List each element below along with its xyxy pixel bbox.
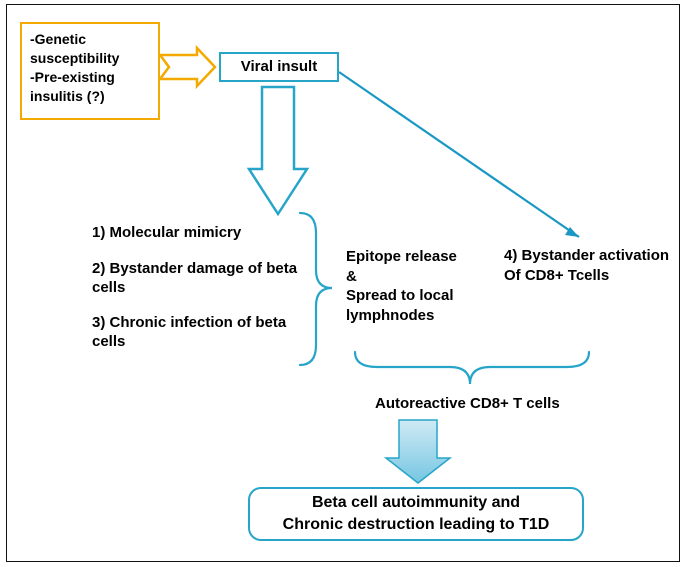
arrow-viral-to-bystander4	[339, 72, 579, 237]
node-viral-insult: Viral insult	[219, 52, 339, 82]
pre-factors-line: -Genetic	[30, 30, 150, 49]
node-final-outcome: Beta cell autoimmunity and Chronic destr…	[248, 487, 584, 541]
epitope-line: Spread to local	[346, 286, 496, 306]
mechanism-item: 3) Chronic infection of beta cells	[92, 314, 312, 352]
epitope-line: &	[346, 267, 496, 287]
bystander4-line: 4) Bystander activation	[504, 246, 674, 266]
node-mechanisms: 1) Molecular mimicry 2) Bystander damage…	[92, 224, 312, 352]
arrow-viral-to-mechanisms	[249, 87, 307, 214]
node-bystander-activation: 4) Bystander activation Of CD8+ Tcells	[504, 246, 674, 285]
pre-factors-line: susceptibility	[30, 49, 150, 68]
epitope-line: lymphnodes	[346, 306, 496, 326]
mechanism-item: 2) Bystander damage of beta cells	[92, 260, 312, 298]
arrow-prefactors-to-viral	[160, 48, 215, 86]
mechanism-item: 1) Molecular mimicry	[92, 224, 312, 243]
diagram-stage: -Genetic susceptibility -Pre-existing in…	[0, 0, 688, 567]
final-line: Beta cell autoimmunity and	[250, 492, 582, 514]
arrow-autoreactive-to-final	[386, 420, 450, 483]
pre-factors-line: insulitis (?)	[30, 87, 150, 106]
epitope-line: Epitope release	[346, 247, 496, 267]
final-line: Chronic destruction leading to T1D	[250, 514, 582, 536]
pre-factors-line: -Pre-existing	[30, 68, 150, 87]
brace-epitope-bystander	[355, 352, 589, 384]
node-autoreactive: Autoreactive CD8+ T cells	[375, 395, 560, 412]
node-pre-factors: -Genetic susceptibility -Pre-existing in…	[20, 22, 160, 120]
node-epitope-release: Epitope release & Spread to local lymphn…	[346, 247, 496, 325]
bystander4-line: Of CD8+ Tcells	[504, 266, 674, 286]
